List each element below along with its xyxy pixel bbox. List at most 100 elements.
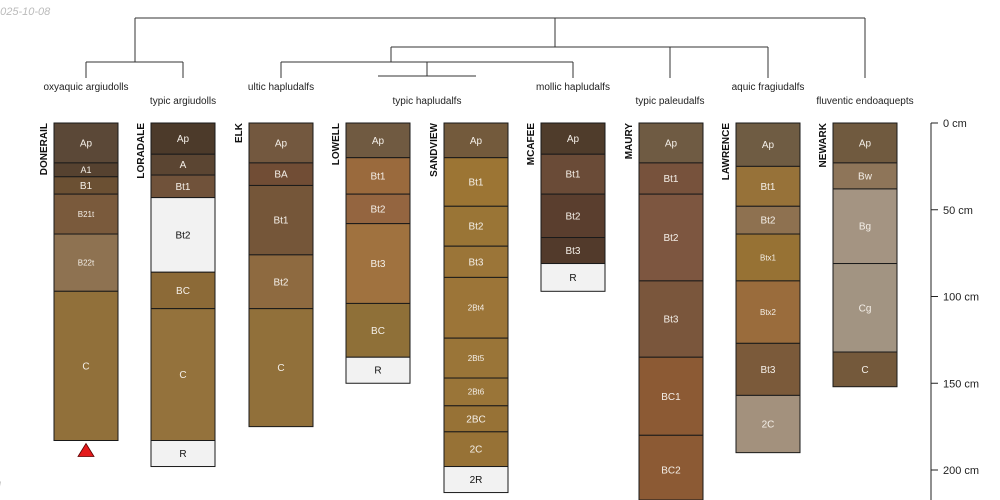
horizon-bt1 — [735, 165, 801, 207]
horizon-label: Ap — [177, 134, 190, 145]
horizon-label: 2BC — [466, 414, 485, 425]
horizon-label: Bt3 — [468, 257, 483, 268]
horizon-bt2 — [345, 193, 411, 225]
horizon-label: Bw — [858, 171, 873, 182]
horizon-ap — [248, 122, 314, 164]
horizon-label: C — [277, 363, 284, 374]
horizon-ap — [540, 122, 606, 155]
horizon-bt2 — [638, 193, 704, 282]
profile-name: SANDVIEW — [429, 122, 440, 176]
horizon-c — [248, 308, 314, 428]
horizon-btx2 — [735, 280, 801, 344]
taxon-label: mollic hapludalfs — [536, 82, 610, 93]
horizon-label: Bt1 — [468, 177, 483, 188]
horizon-label: Cg — [859, 303, 872, 314]
horizon-bt3 — [443, 245, 509, 278]
horizon-label: Bt3 — [663, 315, 678, 326]
taxon-label: aquic fragiudalfs — [732, 82, 805, 93]
horizon-label: Bt1 — [273, 216, 288, 227]
horizon-label: 2C — [762, 420, 775, 431]
horizon-cg — [832, 263, 898, 353]
horizon-label: BA — [274, 170, 288, 181]
horizon-label: Bt1 — [565, 170, 580, 181]
horizon-label: Bt2 — [468, 222, 483, 233]
horizon-label: Bt2 — [370, 204, 385, 215]
horizon-label: B22t — [78, 258, 95, 267]
horizon-label: Bt1 — [663, 174, 678, 185]
depth-axis-tick-label: 50 cm — [943, 205, 973, 217]
horizon-label: C — [861, 365, 868, 376]
horizon-label: Bt2 — [760, 216, 775, 227]
depth-axis-tick-label: 0 cm — [943, 118, 967, 130]
horizon-label: Btx2 — [760, 308, 777, 317]
horizon-label: Ap — [275, 138, 288, 149]
horizon-label: Ap — [372, 136, 385, 147]
horizon-label: Bg — [859, 222, 871, 233]
horizon-bt2 — [248, 254, 314, 310]
horizon-label: 2C — [470, 445, 483, 456]
horizon-bc2 — [638, 434, 704, 500]
footer-mark: I — [0, 480, 1, 492]
profile-name: LOWELL — [331, 123, 342, 165]
horizon-label: Bt2 — [273, 277, 288, 288]
horizon-label: B21t — [78, 210, 95, 219]
horizon-bt2 — [735, 205, 801, 235]
horizon-label: Ap — [859, 138, 872, 149]
horizon-bt1 — [345, 157, 411, 195]
horizon-label: R — [569, 273, 576, 284]
depth-axis-tick-label: 200 cm — [943, 465, 979, 477]
horizon-r — [150, 440, 216, 468]
profile-name: NEWARK — [818, 122, 829, 167]
horizon-bc — [345, 302, 411, 358]
horizon-label: C — [179, 370, 186, 381]
depth-axis-tick-label: 150 cm — [943, 378, 979, 390]
horizon-label: R — [374, 366, 381, 377]
horizon-label: BC2 — [661, 466, 681, 477]
horizon-2c — [443, 431, 509, 468]
horizon-label: Bt2 — [175, 230, 190, 241]
profile-name: LAWRENCE — [721, 123, 732, 181]
taxon-label: ultic hapludalfs — [248, 82, 314, 93]
horizon-label: C — [82, 361, 89, 372]
horizon-label: Bt2 — [663, 233, 678, 244]
horizon-bt1 — [248, 184, 314, 256]
horizon-bt2 — [150, 197, 216, 273]
horizon-2bt4 — [443, 276, 509, 339]
horizon-bt3 — [345, 223, 411, 304]
horizon-c — [832, 351, 898, 388]
profile-name: MCAFEE — [526, 123, 537, 166]
horizon-bt3 — [735, 342, 801, 396]
taxon-label: typic argiudolls — [150, 96, 216, 107]
horizon-label: Bt3 — [760, 365, 775, 376]
horizon-label: Ap — [762, 140, 775, 151]
profile-name: DONERAIL — [39, 123, 50, 175]
horizon-btx1 — [735, 233, 801, 282]
horizon-label: A — [180, 160, 187, 171]
horizon-2c — [735, 394, 801, 454]
horizon-bt1 — [540, 153, 606, 195]
taxon-label: oxyaquic argiudolls — [43, 82, 128, 93]
horizon-label: BC — [176, 286, 190, 297]
horizon-label: Bt1 — [370, 171, 385, 182]
horizon-label: Ap — [567, 134, 580, 145]
horizon-b21t — [53, 193, 119, 235]
horizon-label: BC1 — [661, 392, 681, 403]
horizon-bt2 — [540, 193, 606, 239]
horizon-label: Btx1 — [760, 253, 777, 262]
horizon-bt1 — [638, 162, 704, 195]
horizon-bw — [832, 162, 898, 190]
horizon-label: 2Bt6 — [468, 388, 485, 397]
horizon-bt3 — [638, 280, 704, 358]
depth-axis-tick-label: 100 cm — [943, 292, 979, 304]
horizon-ap — [345, 122, 411, 159]
horizon-label: 2R — [470, 475, 483, 486]
profile-name: MAURY — [624, 123, 635, 160]
profile-name: LORADALE — [136, 123, 147, 179]
horizon-bt2 — [443, 205, 509, 247]
horizon-label: Bt1 — [760, 182, 775, 193]
horizon-bc1 — [638, 356, 704, 436]
taxon-label: typic paleudalfs — [636, 96, 705, 107]
horizon-label: 2Bt5 — [468, 354, 485, 363]
horizon-label: Bt3 — [565, 246, 580, 257]
